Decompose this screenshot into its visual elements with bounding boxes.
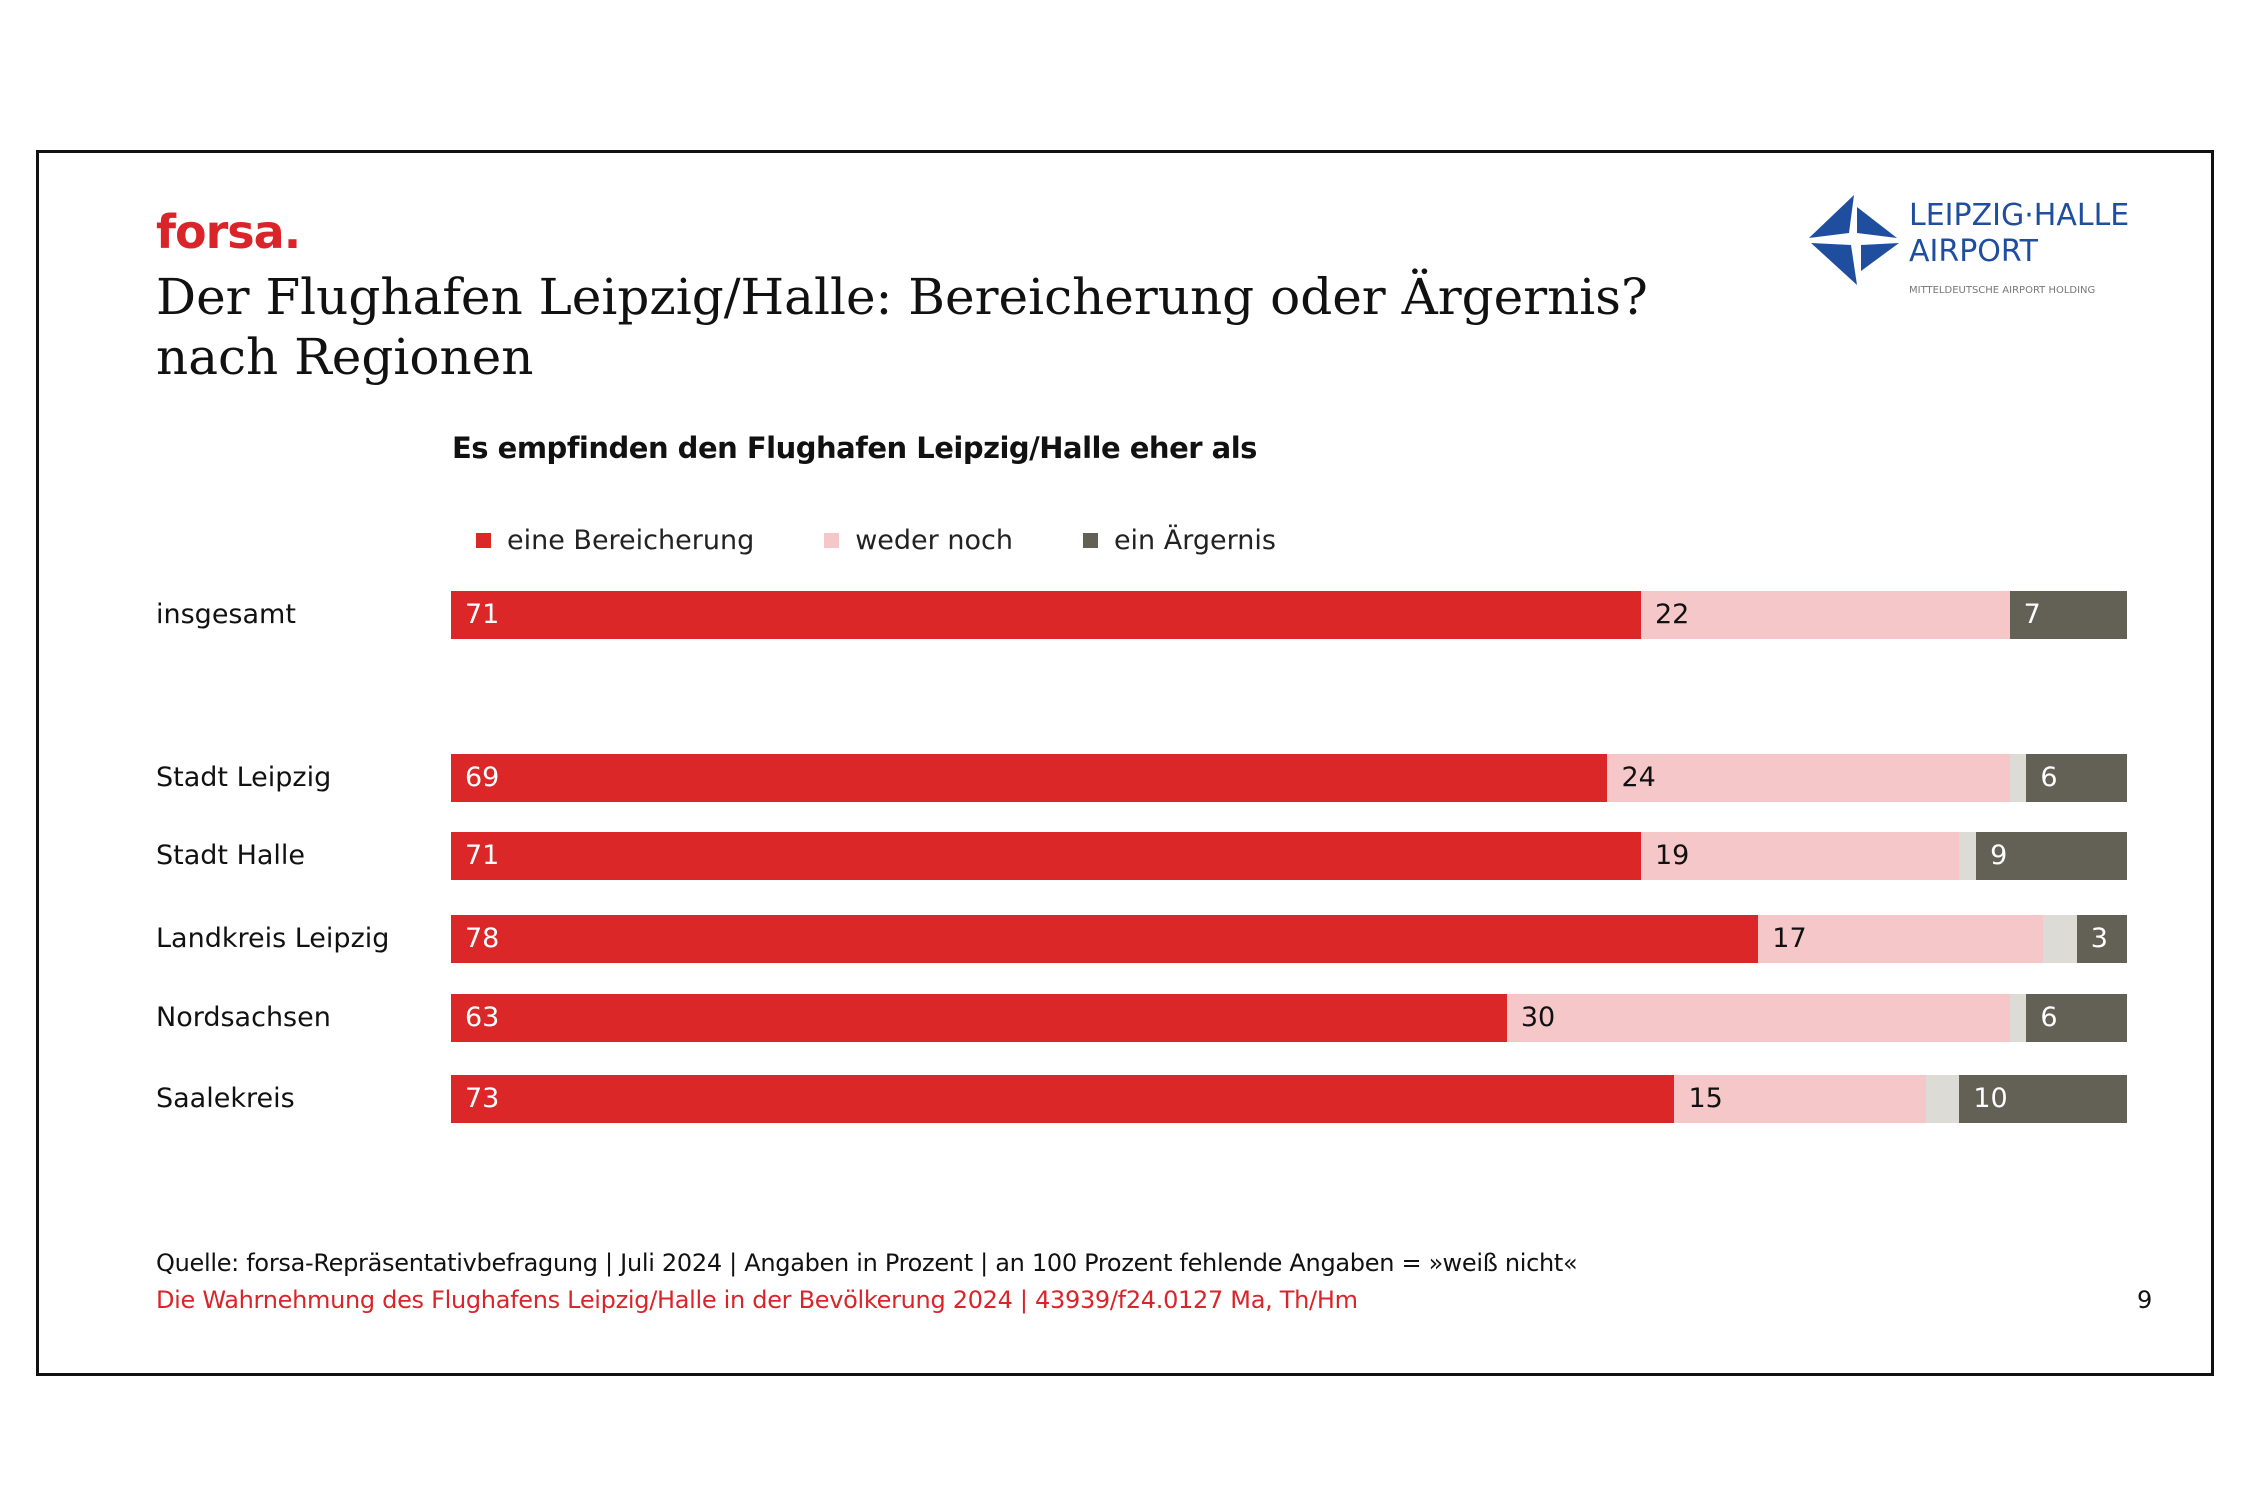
bar-segment-weiss-nicht [2009,994,2027,1042]
bar-segment-bereicherung: 78 [451,915,1759,963]
bar-segment-bereicherung: 63 [451,994,1507,1042]
bar-segment-aergernis: 7 [2009,591,2127,639]
bar-segment-weder-noch: 24 [1607,754,2010,802]
legend-swatch [476,533,491,548]
category-label: Saalekreis [156,1083,295,1114]
forsa-logo: forsa. [156,205,301,259]
footer-note: Die Wahrnehmung des Flughafens Leipzig/H… [156,1286,1358,1314]
source-note: Quelle: forsa-Repräsentativbefragung | J… [156,1249,1578,1277]
bar-row: 73 15 10 [451,1075,2127,1123]
logo-text-1: LEIPZIG·HALLE [1909,198,2129,233]
bar-segment-weiss-nicht [2009,754,2027,802]
legend-label: eine Bereicherung [507,525,755,556]
bar-segment-weiss-nicht [2043,915,2077,963]
bar-segment-aergernis: 10 [1959,1075,2127,1123]
bar-segment-weder-noch: 15 [1674,1075,1926,1123]
category-label: Stadt Halle [156,840,306,871]
logo-text-3: MITTELDEUTSCHE AIRPORT HOLDING [1909,285,2095,296]
bar-segment-aergernis: 3 [2076,915,2127,963]
bar-segment-weiss-nicht [1925,1075,1960,1123]
logo-text-2: AIRPORT [1909,234,2039,269]
bar-segment-weder-noch: 19 [1640,832,1960,880]
bar-segment-weder-noch: 17 [1758,915,2044,963]
category-label: insgesamt [156,599,296,630]
chart-subtitle: Es empfinden den Flughafen Leipzig/Halle… [452,431,1257,465]
category-label: Stadt Leipzig [156,762,332,793]
bar-segment-bereicherung: 73 [451,1075,1675,1123]
bar-segment-weder-noch: 22 [1640,591,2010,639]
bar-segment-aergernis: 6 [2026,754,2127,802]
legend-label: ein Ärgernis [1113,525,1276,556]
page-number: 9 [2137,1286,2153,1314]
category-label: Landkreis Leipzig [156,923,390,954]
legend-item: ein Ärgernis [1082,525,1276,556]
bar-row: 69 24 6 [451,754,2127,802]
bar-segment-aergernis: 6 [2026,994,2127,1042]
category-label: Nordsachsen [156,1002,331,1033]
bar-row: 63 30 6 [451,994,2127,1042]
legend-label: weder noch [855,525,1013,556]
legend: eine Bereicherung weder noch ein Ärgerni… [476,525,1276,556]
slide: forsa. Der Flughafen Leipzig/Halle: Bere… [36,150,2214,1376]
bar-row: 71 19 9 [451,832,2127,880]
page-title: Der Flughafen Leipzig/Halle: Bereicherun… [156,267,1648,387]
bar-segment-bereicherung: 71 [451,591,1641,639]
airport-logo: LEIPZIG·HALLE AIRPORT MITTELDEUTSCHE AIR… [1809,195,2129,296]
legend-item: eine Bereicherung [476,525,754,556]
legend-swatch [1082,533,1098,548]
title-line-1: Der Flughafen Leipzig/Halle: Bereicherun… [156,268,1648,326]
bar-segment-weder-noch: 30 [1506,994,2010,1042]
bar-row: 71 22 7 [451,591,2127,639]
legend-swatch [824,533,840,548]
bar-segment-bereicherung: 71 [451,832,1641,880]
airport-logo-icon [1809,195,1899,285]
bar-row: 78 17 3 [451,915,2127,963]
legend-item: weder noch [824,525,1013,556]
bar-segment-aergernis: 9 [1976,832,2127,880]
bar-segment-weiss-nicht [1959,832,1977,880]
title-line-2: nach Regionen [156,328,534,386]
bar-segment-bereicherung: 69 [451,754,1608,802]
